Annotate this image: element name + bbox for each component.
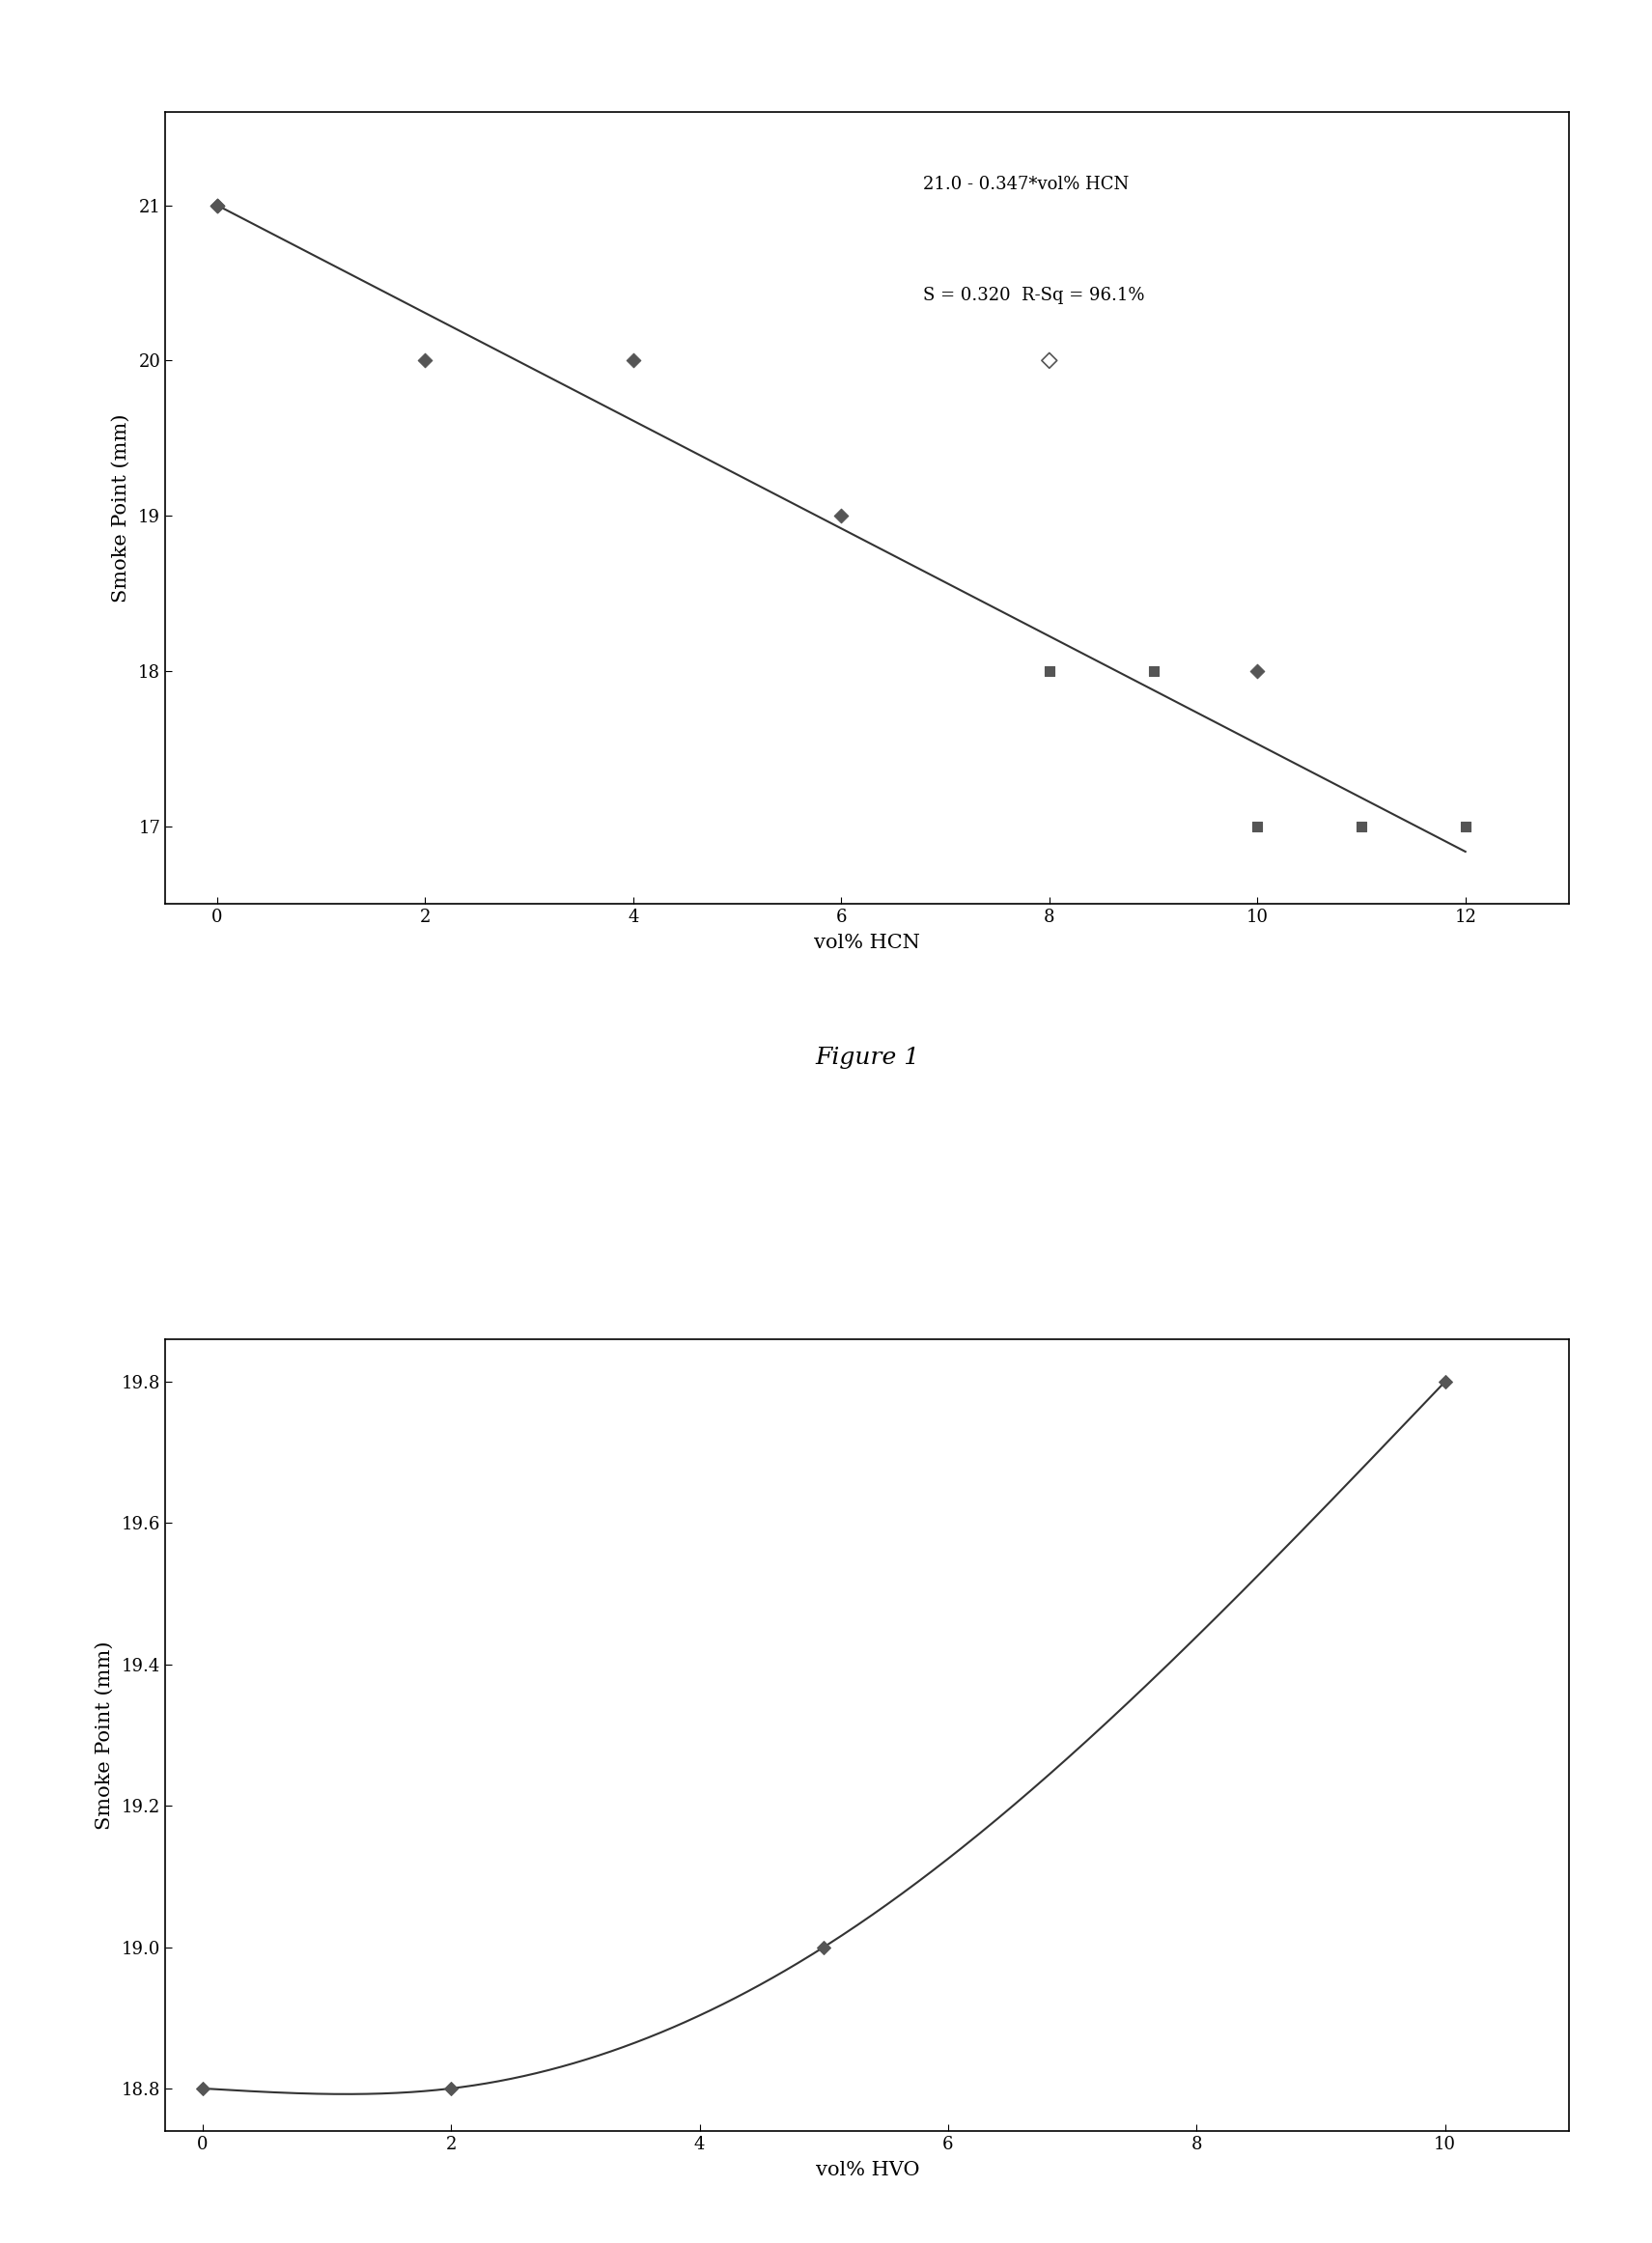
Point — [203, 188, 230, 224]
Point — [1036, 653, 1062, 689]
Point — [1036, 343, 1062, 379]
Point — [620, 343, 646, 379]
Point — [828, 498, 854, 534]
Point — [438, 2070, 464, 2106]
Y-axis label: Smoke Point (mm): Smoke Point (mm) — [112, 413, 131, 603]
Y-axis label: Smoke Point (mm): Smoke Point (mm) — [96, 1640, 114, 1830]
Point — [411, 343, 438, 379]
Text: S = 0.320  R-Sq = 96.1%: S = 0.320 R-Sq = 96.1% — [923, 287, 1145, 303]
Point — [203, 188, 230, 224]
Point — [1348, 807, 1374, 843]
Point — [1140, 653, 1166, 689]
Point — [190, 2070, 216, 2106]
X-axis label: vol% HCN: vol% HCN — [814, 933, 920, 953]
Text: 21.0 - 0.347*vol% HCN: 21.0 - 0.347*vol% HCN — [923, 175, 1130, 193]
Point — [1244, 807, 1270, 843]
Point — [1432, 1364, 1459, 1400]
Point — [1244, 653, 1270, 689]
X-axis label: vol% HVO: vol% HVO — [816, 2160, 919, 2180]
Point — [1452, 807, 1479, 843]
Text: Figure 1: Figure 1 — [814, 1045, 920, 1068]
Point — [811, 1929, 838, 1965]
